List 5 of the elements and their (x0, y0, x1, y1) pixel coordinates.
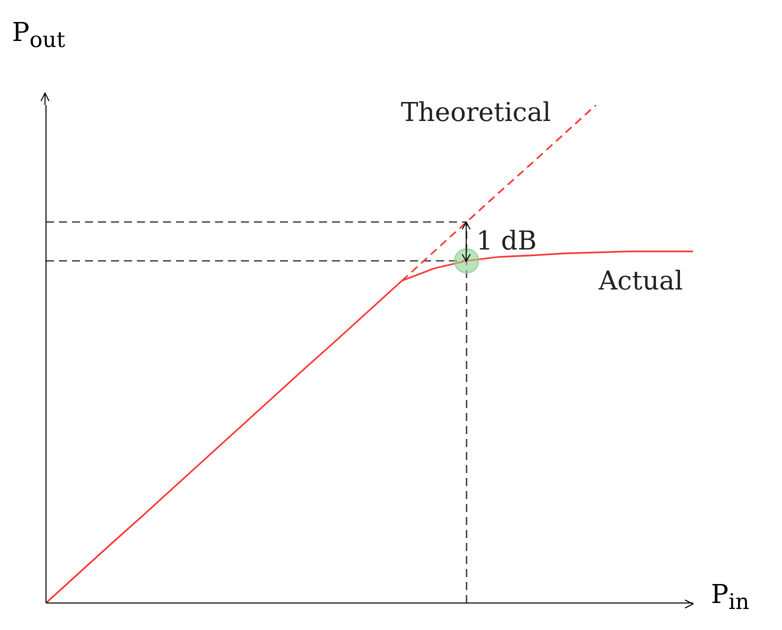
annotation: 1 dB (476, 226, 537, 257)
series-label: Actual (598, 266, 683, 296)
series-label: Theoretical (400, 98, 551, 128)
x-axis-title: P$_{in}$ (711, 580, 750, 616)
y-axis-title: P$_{out}$ (12, 18, 66, 54)
